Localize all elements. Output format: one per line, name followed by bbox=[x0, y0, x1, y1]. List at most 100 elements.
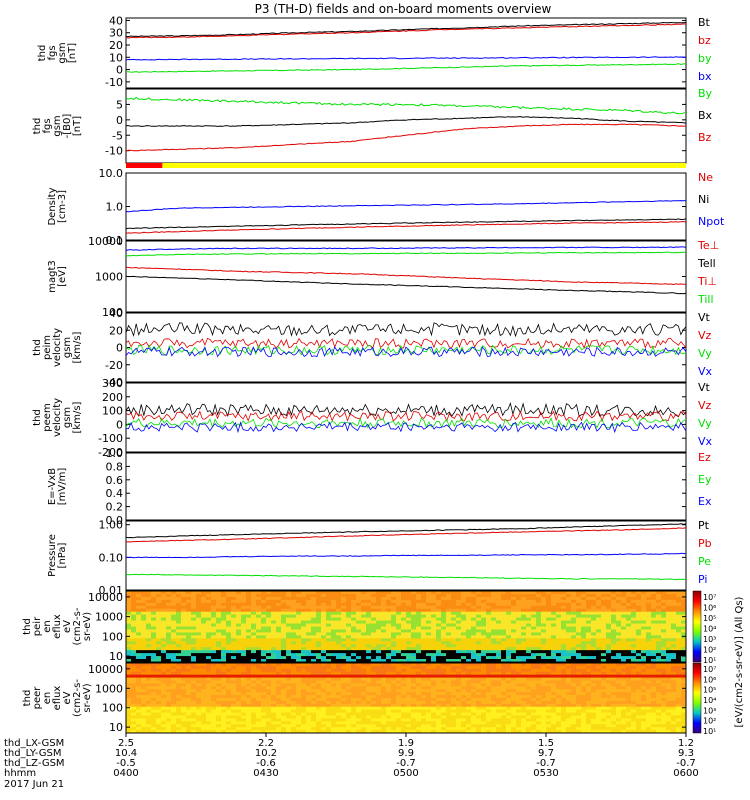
heatmap-cell bbox=[506, 712, 512, 716]
heatmap-cell bbox=[681, 689, 687, 693]
heatmap-cell bbox=[431, 605, 437, 610]
heatmap-cell bbox=[546, 663, 552, 667]
heatmap-cell bbox=[161, 591, 167, 595]
heatmap-cell bbox=[561, 706, 567, 711]
heatmap-cell bbox=[536, 671, 542, 676]
y-tick-label: 30 bbox=[109, 27, 123, 40]
heatmap-cell bbox=[621, 668, 627, 673]
heatmap-cell bbox=[151, 665, 157, 670]
heatmap-cell bbox=[641, 644, 647, 648]
heatmap-cell bbox=[151, 638, 157, 642]
heatmap-cell bbox=[286, 712, 292, 716]
heatmap-cell bbox=[191, 715, 197, 719]
y-tick-label: 100 bbox=[102, 405, 123, 418]
heatmap-cell bbox=[441, 653, 447, 657]
heatmap-cell bbox=[616, 712, 622, 716]
heatmap-cell bbox=[216, 677, 222, 681]
heatmap-cell bbox=[536, 659, 542, 663]
heatmap-cell bbox=[671, 659, 677, 663]
heatmap-cell bbox=[461, 602, 467, 607]
heatmap-cell bbox=[331, 665, 337, 670]
heatmap-cell bbox=[221, 689, 227, 693]
heatmap-cell bbox=[346, 703, 352, 708]
heatmap-cell bbox=[621, 677, 627, 681]
heatmap-cell bbox=[326, 614, 332, 619]
heatmap-cell bbox=[551, 671, 557, 676]
heatmap-cell bbox=[681, 703, 687, 708]
heatmap-cell bbox=[491, 638, 497, 642]
legend-entry: Tell bbox=[697, 257, 716, 270]
heatmap-cell bbox=[371, 611, 377, 616]
heatmap-cell bbox=[611, 671, 617, 676]
heatmap-cell bbox=[606, 665, 612, 670]
heatmap-cell bbox=[296, 698, 302, 702]
heatmap-cell bbox=[661, 620, 667, 625]
heatmap-cell bbox=[221, 677, 227, 681]
heatmap-cell bbox=[581, 635, 587, 639]
heatmap-cell bbox=[196, 698, 202, 702]
heatmap-cell bbox=[421, 680, 427, 684]
heatmap-cell bbox=[551, 635, 557, 639]
heatmap-cell bbox=[406, 641, 412, 645]
heatmap-cell bbox=[241, 659, 247, 663]
heatmap-cell bbox=[636, 647, 642, 651]
heatmap-cell bbox=[651, 656, 657, 660]
heatmap-cell bbox=[211, 602, 217, 607]
heatmap-cell bbox=[266, 638, 272, 642]
heatmap-cell bbox=[191, 686, 197, 690]
heatmap-cell bbox=[401, 686, 407, 690]
heatmap-cell bbox=[211, 706, 217, 711]
y-axis-label: [cm-3] bbox=[57, 190, 68, 223]
heatmap-cell bbox=[341, 591, 347, 595]
heatmap-cell bbox=[616, 593, 622, 598]
heatmap-cell bbox=[511, 632, 517, 636]
heatmap-cell bbox=[601, 689, 607, 693]
heatmap-cell bbox=[311, 593, 317, 598]
heatmap-cell bbox=[301, 620, 307, 625]
heatmap-cell bbox=[671, 650, 677, 654]
heatmap-cell bbox=[171, 683, 177, 687]
heatmap-cell bbox=[636, 626, 642, 630]
heatmap-cell bbox=[136, 700, 142, 705]
heatmap-cell bbox=[646, 712, 652, 716]
heatmap-cell bbox=[501, 665, 507, 670]
heatmap-cell bbox=[246, 671, 252, 676]
heatmap-cell bbox=[591, 599, 597, 604]
heatmap-cell bbox=[356, 650, 362, 654]
heatmap-cell bbox=[651, 593, 657, 598]
heatmap-cell bbox=[636, 608, 642, 613]
heatmap-cell bbox=[286, 656, 292, 660]
figure-title: P3 (TH-D) fields and on-board moments ov… bbox=[255, 2, 552, 16]
heatmap-cell bbox=[161, 608, 167, 613]
heatmap-cell bbox=[341, 644, 347, 648]
heatmap-cell bbox=[671, 703, 677, 708]
heatmap-cell bbox=[241, 709, 247, 714]
heatmap-cell bbox=[396, 647, 402, 651]
heatmap-cell bbox=[476, 656, 482, 660]
heatmap-cell bbox=[136, 686, 142, 690]
heatmap-cell bbox=[521, 692, 527, 696]
heatmap-cell bbox=[606, 614, 612, 619]
heatmap-cell bbox=[656, 632, 662, 636]
heatmap-cell bbox=[236, 668, 242, 673]
heatmap-cell bbox=[636, 605, 642, 610]
heatmap-cell bbox=[176, 591, 182, 595]
heatmap-cell bbox=[406, 653, 412, 657]
heatmap-cell bbox=[671, 653, 677, 657]
heatmap-cell bbox=[581, 653, 587, 657]
heatmap-cell bbox=[441, 641, 447, 645]
heatmap-cell bbox=[361, 611, 367, 616]
heatmap-cell bbox=[651, 653, 657, 657]
heatmap-cell bbox=[596, 689, 602, 693]
heatmap-cell bbox=[531, 709, 537, 714]
heatmap-cell bbox=[461, 641, 467, 645]
heatmap-cell bbox=[146, 632, 152, 636]
heatmap-cell bbox=[276, 709, 282, 714]
heatmap-cell bbox=[481, 712, 487, 716]
heatmap-cell bbox=[526, 599, 532, 604]
heatmap-cell bbox=[276, 656, 282, 660]
heatmap-cell bbox=[176, 653, 182, 657]
heatmap-cell bbox=[416, 593, 422, 598]
heatmap-cell bbox=[386, 599, 392, 604]
heatmap-cell bbox=[261, 635, 267, 639]
